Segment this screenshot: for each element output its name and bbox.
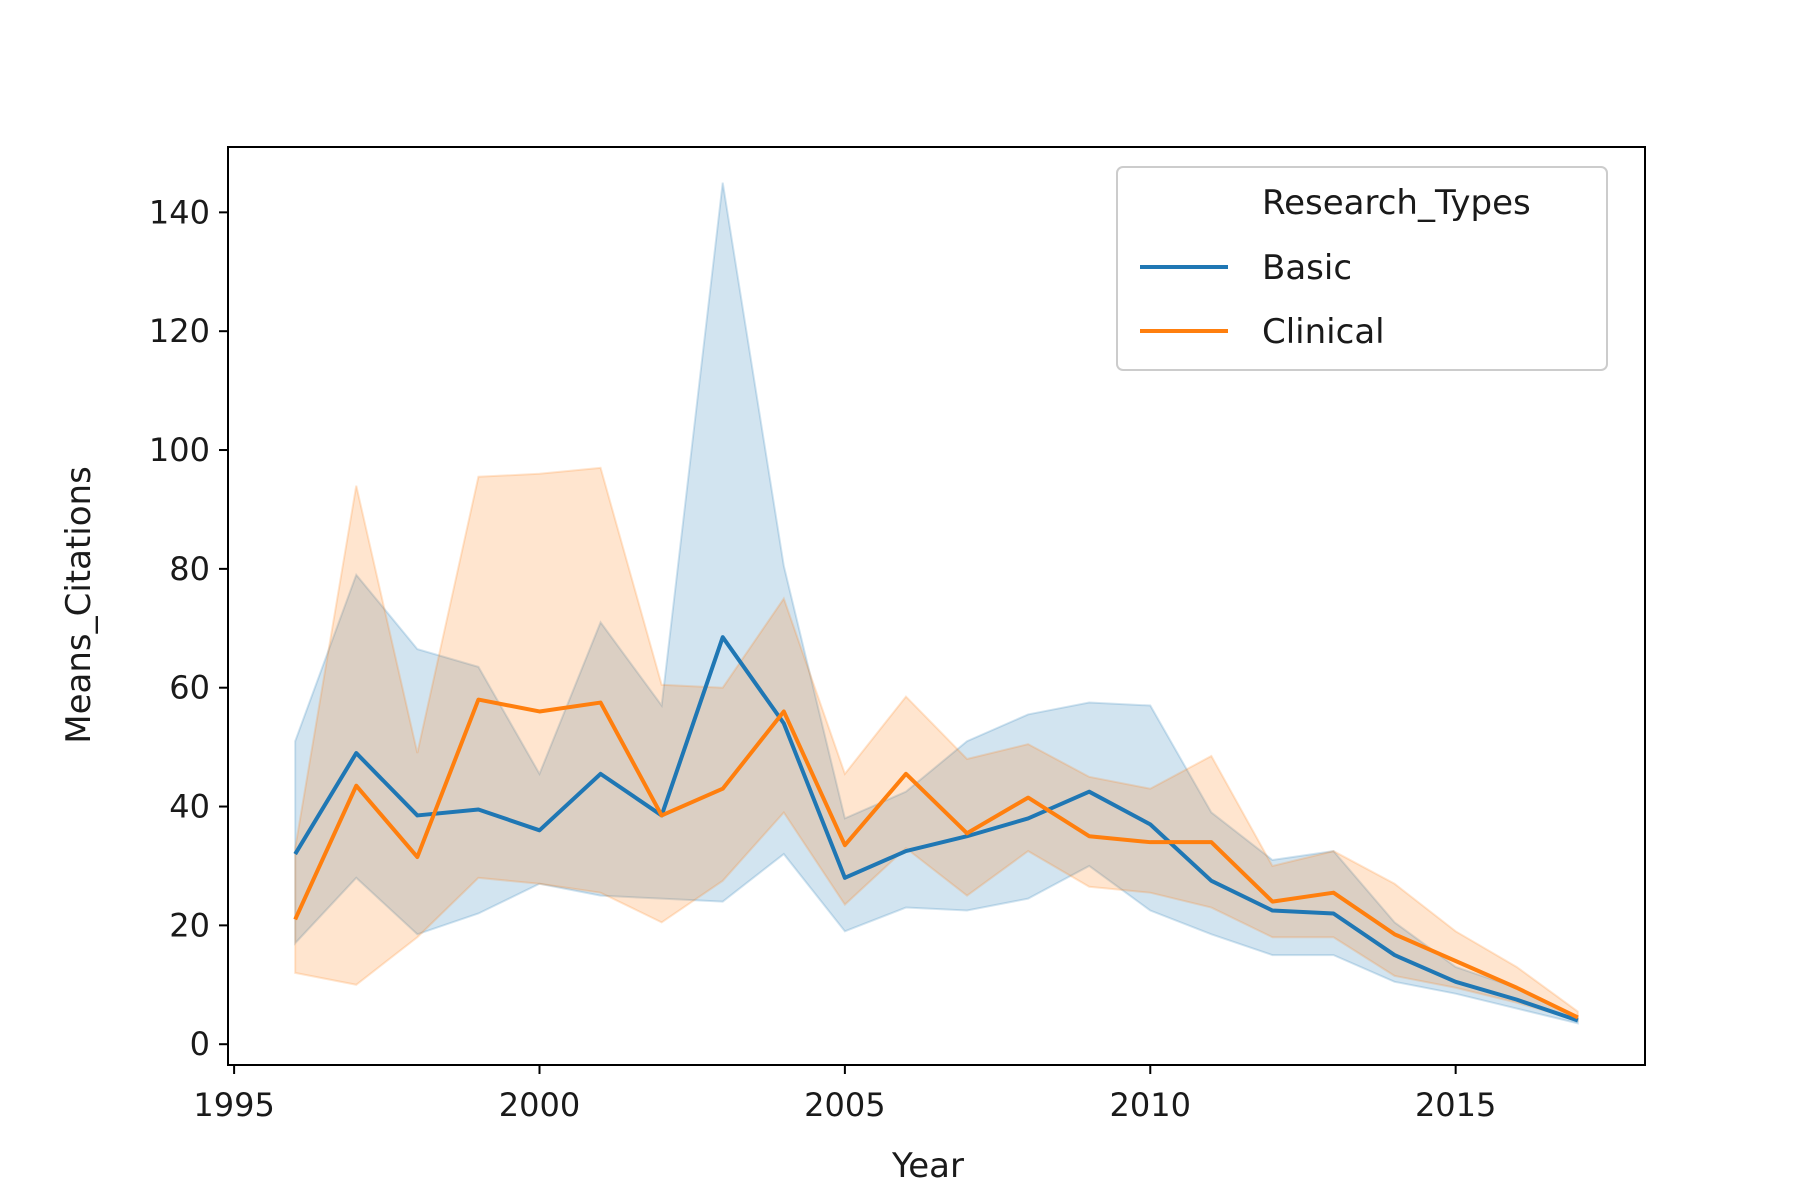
data-point-basic — [354, 751, 359, 756]
data-point-clinical — [415, 855, 420, 860]
data-point-clinical — [1087, 834, 1092, 839]
data-point-basic — [476, 807, 481, 812]
data-point-clinical — [1148, 840, 1153, 845]
data-point-clinical — [842, 843, 847, 848]
legend-box — [1116, 166, 1608, 371]
data-point-clinical — [1331, 890, 1336, 895]
data-point-basic — [842, 875, 847, 880]
y-tick-label: 80 — [169, 550, 210, 588]
data-point-clinical — [598, 700, 603, 705]
data-point-clinical — [1209, 840, 1214, 845]
data-point-clinical — [1514, 985, 1519, 990]
data-point-clinical — [659, 813, 664, 818]
y-tick-label: 100 — [149, 431, 210, 469]
legend-title: Research_Types — [1262, 183, 1531, 223]
data-point-basic — [1270, 908, 1275, 913]
data-point-basic — [415, 813, 420, 818]
data-point-clinical — [965, 831, 970, 836]
y-tick-label: 0 — [190, 1025, 210, 1063]
y-tick-label: 140 — [149, 193, 210, 231]
data-point-basic — [720, 635, 725, 640]
data-point-basic — [903, 849, 908, 854]
x-tick-label: 2015 — [1415, 1086, 1496, 1124]
y-tick-label: 20 — [169, 906, 210, 944]
data-point-clinical — [293, 917, 298, 922]
data-point-basic — [1209, 878, 1214, 883]
data-point-basic — [1148, 822, 1153, 827]
y-axis: 0 20 40 60 80 100 120 140 — [149, 193, 228, 1063]
data-point-basic — [598, 771, 603, 776]
x-axis-label: Year — [891, 1146, 964, 1186]
y-tick-label: 120 — [149, 312, 210, 350]
x-tick-label: 2005 — [804, 1086, 885, 1124]
data-point-clinical — [1270, 899, 1275, 904]
x-tick-label: 2010 — [1110, 1086, 1191, 1124]
data-point-basic — [1331, 911, 1336, 916]
data-point-clinical — [1453, 959, 1458, 964]
data-point-clinical — [1575, 1015, 1580, 1020]
data-point-basic — [1514, 997, 1519, 1002]
data-point-basic — [1087, 789, 1092, 794]
data-point-basic — [293, 852, 298, 857]
legend-label-basic: Basic — [1262, 248, 1352, 288]
series-line-clinical — [293, 697, 1579, 1020]
legend: Research_Types Basic Clinical — [1116, 166, 1608, 371]
y-tick-label: 40 — [169, 788, 210, 826]
x-tick-label: 1995 — [193, 1086, 274, 1124]
data-point-basic — [1026, 816, 1031, 821]
data-point-clinical — [476, 697, 481, 702]
data-point-basic — [1453, 979, 1458, 984]
data-point-basic — [537, 828, 542, 833]
x-axis: 1995 2000 2005 2010 2015 — [193, 1065, 1496, 1124]
data-point-clinical — [1026, 795, 1031, 800]
data-point-basic — [1392, 953, 1397, 958]
data-point-clinical — [1392, 932, 1397, 937]
series-line-basic — [293, 635, 1579, 1023]
confidence-band-basic — [294, 182, 1579, 1025]
data-point-clinical — [537, 709, 542, 714]
data-point-clinical — [720, 786, 725, 791]
y-tick-label: 60 — [169, 669, 210, 707]
series-lines — [293, 635, 1580, 1023]
legend-label-clinical: Clinical — [1262, 312, 1385, 352]
x-tick-label: 2000 — [499, 1086, 580, 1124]
data-point-clinical — [781, 709, 786, 714]
data-point-clinical — [903, 771, 908, 776]
data-point-clinical — [354, 783, 359, 788]
confidence-band-clinical — [294, 466, 1579, 1022]
y-axis-label: Means_Citations — [59, 466, 99, 744]
plot-frame — [227, 146, 1646, 1066]
data-point-basic — [781, 721, 786, 726]
